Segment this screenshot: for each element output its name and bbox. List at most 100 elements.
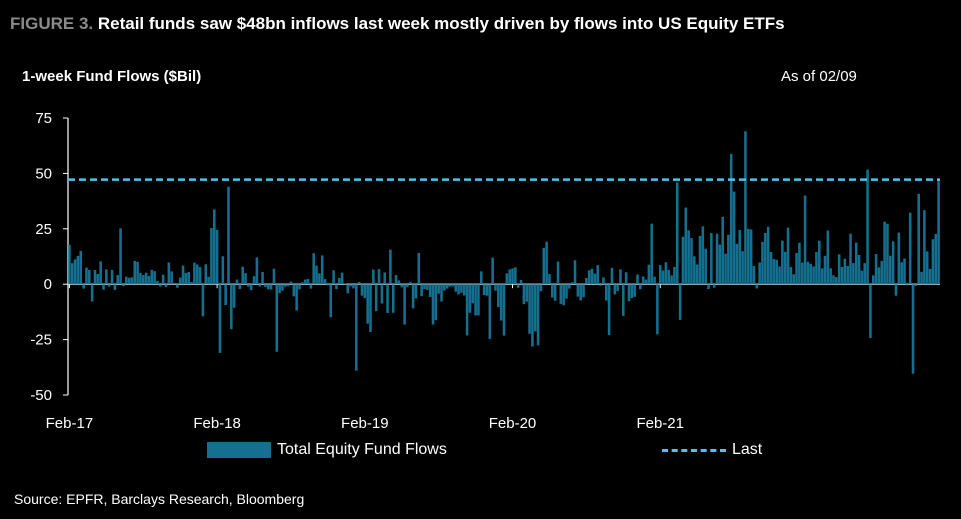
bar	[232, 284, 236, 308]
bar	[113, 284, 117, 290]
bar	[497, 284, 500, 308]
bar	[897, 232, 901, 285]
bar	[400, 284, 404, 288]
bar	[820, 268, 824, 285]
bar	[266, 284, 270, 290]
bar	[826, 230, 830, 285]
bar	[383, 272, 386, 285]
bar	[587, 270, 591, 285]
bar	[880, 260, 884, 285]
bar	[426, 284, 429, 290]
bar	[707, 284, 710, 290]
bar	[184, 272, 188, 285]
bar	[937, 179, 940, 285]
bar	[596, 265, 600, 285]
y-tick-label: 0	[44, 276, 52, 293]
bar	[590, 268, 594, 285]
bar	[764, 233, 767, 285]
bar	[227, 186, 230, 285]
bar	[366, 284, 369, 324]
bar	[139, 272, 142, 285]
bar	[261, 272, 264, 285]
bar	[116, 275, 119, 285]
bar	[570, 282, 574, 285]
bar	[332, 270, 335, 285]
bar	[712, 284, 716, 288]
x-tick-label: Feb-20	[489, 415, 537, 432]
bar	[758, 262, 761, 285]
bar	[377, 269, 381, 285]
bar	[468, 284, 472, 313]
bar	[193, 262, 196, 285]
legend-bar-swatch	[207, 442, 271, 458]
bar	[792, 274, 795, 285]
bar	[775, 259, 778, 285]
bar	[514, 267, 517, 285]
bar	[352, 284, 355, 289]
bar	[670, 275, 673, 285]
legend-label-bars: Total Equity Fund Flows	[277, 441, 447, 458]
bar	[386, 284, 389, 314]
bar	[829, 268, 832, 285]
bar	[323, 279, 327, 285]
bar	[576, 284, 580, 297]
bar	[650, 223, 653, 285]
bar	[275, 284, 279, 352]
bar	[207, 276, 210, 285]
bar	[343, 283, 347, 285]
bar	[846, 266, 849, 285]
bar	[519, 279, 523, 285]
bar	[420, 284, 423, 297]
bar	[681, 236, 685, 285]
bar	[499, 284, 503, 321]
bar	[289, 281, 293, 285]
bar	[806, 261, 810, 285]
bar	[141, 275, 145, 285]
bar	[167, 262, 171, 285]
bar	[664, 262, 668, 285]
bar	[127, 277, 131, 285]
bar	[698, 235, 702, 285]
bar	[320, 255, 324, 285]
y-tick-label: -50	[30, 387, 52, 404]
y-tick-label: 75	[35, 110, 52, 127]
bar	[224, 284, 227, 306]
bar	[88, 270, 91, 285]
bar	[903, 258, 906, 285]
bar	[718, 244, 722, 285]
bar	[423, 284, 426, 290]
bar	[610, 267, 614, 285]
bar	[303, 279, 307, 285]
bar	[363, 284, 367, 299]
bar	[133, 260, 137, 285]
bar	[701, 226, 705, 285]
bar	[269, 284, 273, 290]
bar	[465, 284, 469, 336]
bar	[857, 254, 861, 285]
bar	[874, 254, 878, 285]
bar	[107, 284, 111, 287]
bar	[695, 264, 699, 285]
bar	[914, 284, 918, 286]
bar	[79, 250, 83, 285]
bar	[798, 242, 801, 285]
bar	[369, 284, 372, 333]
bar	[508, 269, 511, 285]
bar	[613, 284, 617, 295]
bar	[380, 284, 384, 304]
as-of-date: As of 02/09	[781, 68, 857, 85]
bar	[809, 263, 813, 285]
bar	[431, 284, 435, 325]
bar	[195, 264, 199, 285]
bar	[522, 284, 526, 305]
bar	[96, 274, 100, 285]
bar	[786, 227, 790, 285]
bar	[781, 240, 784, 285]
bar	[727, 234, 730, 285]
bar	[136, 261, 139, 285]
bar	[235, 279, 239, 285]
bar	[800, 262, 804, 285]
figure-title: FIGURE 3. Retail funds saw $48bn inflows…	[10, 14, 785, 34]
bar	[480, 271, 483, 285]
